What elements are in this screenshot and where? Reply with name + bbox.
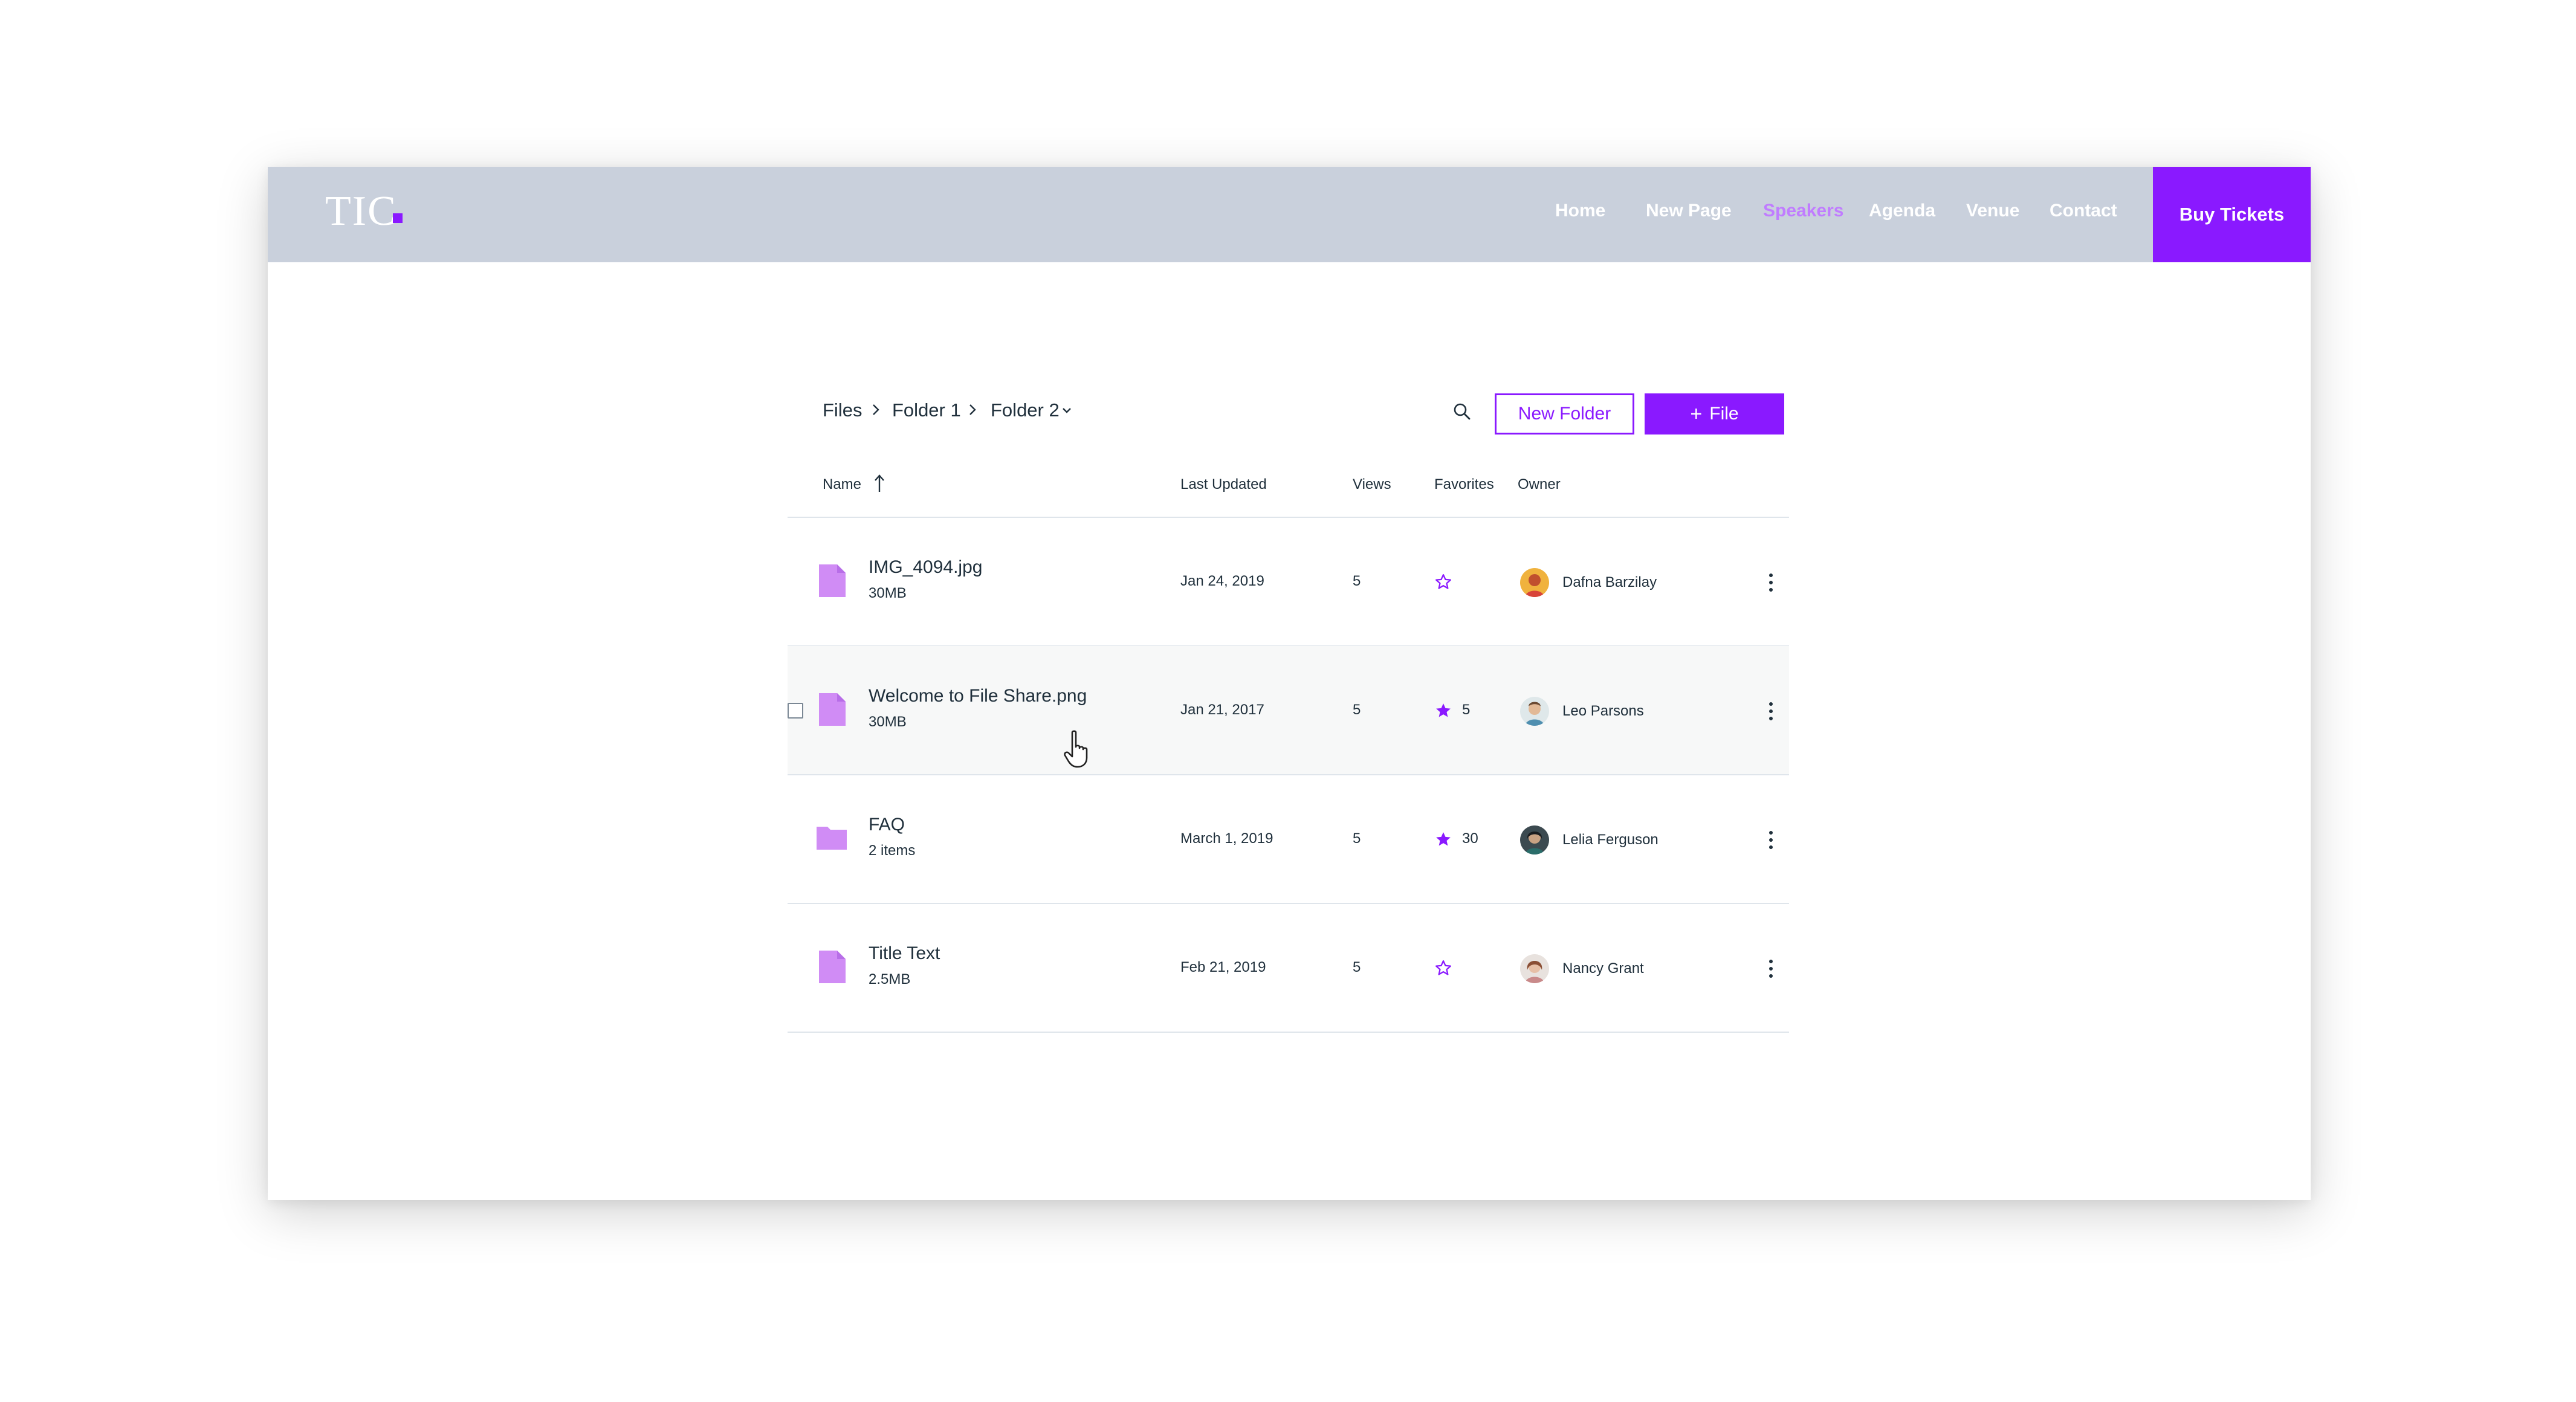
nav-speakers[interactable]: Speakers	[1763, 201, 1844, 221]
divider	[788, 774, 1789, 775]
table-row[interactable]: Title Text 2.5MB Feb 21, 2019 5 Nancy Gr…	[788, 903, 1789, 1032]
file-icon	[819, 951, 846, 983]
chevron-right-icon	[873, 404, 879, 415]
breadcrumb-files[interactable]: Files	[823, 399, 862, 421]
add-file-button[interactable]: + File	[1645, 393, 1784, 434]
divider	[788, 1032, 1789, 1033]
table-row[interactable]: IMG_4094.jpg 30MB Jan 24, 2019 5 Dafna B…	[788, 517, 1789, 645]
file-name[interactable]: Title Text	[869, 943, 940, 963]
column-header-last-updated[interactable]: Last Updated	[1180, 476, 1267, 493]
file-size: 30MB	[869, 714, 907, 730]
file-size: 30MB	[869, 585, 907, 601]
chevron-down-icon[interactable]	[1060, 404, 1073, 417]
new-folder-button[interactable]: New Folder	[1495, 393, 1634, 434]
avatar	[1520, 697, 1549, 726]
column-header-views[interactable]: Views	[1353, 476, 1391, 493]
last-updated: Feb 21, 2019	[1180, 959, 1266, 975]
last-updated: Jan 21, 2017	[1180, 702, 1264, 718]
table-row[interactable]: FAQ 2 items March 1, 2019 5 30 Lelia Fer…	[788, 775, 1789, 903]
hand-pointer-icon	[1064, 730, 1088, 768]
nav-agenda[interactable]: Agenda	[1869, 201, 1936, 221]
avatar	[1520, 954, 1549, 983]
chevron-right-icon	[969, 404, 976, 415]
last-updated: Jan 24, 2019	[1180, 573, 1264, 589]
sort-ascending-icon[interactable]	[873, 474, 885, 493]
nav-venue[interactable]: Venue	[1966, 201, 2020, 221]
browser-window: TIC Home New Page Speakers Agenda Venue …	[268, 167, 2311, 1200]
add-file-label: File	[1709, 404, 1739, 424]
nav-new-page[interactable]: New Page	[1646, 201, 1732, 221]
star-filled-icon[interactable]	[1434, 702, 1452, 720]
plus-icon: +	[1690, 402, 1703, 425]
star-outline-icon[interactable]	[1434, 959, 1452, 977]
site-header: TIC Home New Page Speakers Agenda Venue …	[268, 167, 2311, 262]
more-options-icon[interactable]	[1767, 699, 1775, 723]
more-options-icon[interactable]	[1767, 957, 1775, 981]
buy-tickets-button[interactable]: Buy Tickets	[2153, 167, 2311, 262]
file-name[interactable]: IMG_4094.jpg	[869, 557, 983, 577]
logo-dot	[393, 213, 403, 223]
owner-name: Nancy Grant	[1562, 960, 1644, 977]
table-row[interactable]: Welcome to File Share.png 30MB Jan 21, 2…	[788, 646, 1789, 774]
breadcrumb-folder-2[interactable]: Folder 2	[991, 399, 1060, 421]
nav-contact[interactable]: Contact	[2050, 201, 2117, 221]
divider	[788, 517, 1789, 518]
file-size: 2.5MB	[869, 971, 911, 987]
site-nav: Home New Page Speakers Agenda Venue Cont…	[268, 167, 2311, 262]
favorites-count: 30	[1462, 830, 1478, 847]
avatar	[1520, 568, 1549, 597]
file-name[interactable]: Welcome to File Share.png	[869, 686, 1087, 706]
nav-home[interactable]: Home	[1555, 201, 1606, 221]
row-checkbox[interactable]	[788, 703, 803, 719]
file-icon	[819, 693, 846, 726]
star-outline-icon[interactable]	[1434, 573, 1452, 591]
more-options-icon[interactable]	[1767, 828, 1775, 852]
views-count: 5	[1353, 830, 1361, 847]
site-logo[interactable]: TIC	[325, 188, 397, 234]
file-icon	[819, 564, 846, 597]
owner-name: Leo Parsons	[1562, 703, 1644, 719]
views-count: 5	[1353, 959, 1361, 975]
column-header-name[interactable]: Name	[823, 476, 862, 493]
more-options-icon[interactable]	[1767, 570, 1775, 595]
views-count: 5	[1353, 573, 1361, 589]
folder-icon	[817, 827, 847, 850]
owner-name: Lelia Ferguson	[1562, 832, 1659, 848]
avatar	[1520, 825, 1549, 854]
favorites-count: 5	[1462, 702, 1471, 718]
owner-name: Dafna Barzilay	[1562, 574, 1657, 590]
last-updated: March 1, 2019	[1180, 830, 1273, 847]
folder-name[interactable]: FAQ	[869, 815, 905, 835]
column-header-owner[interactable]: Owner	[1518, 476, 1561, 493]
divider	[788, 903, 1789, 904]
views-count: 5	[1353, 702, 1361, 718]
search-icon[interactable]	[1452, 402, 1472, 421]
star-filled-icon[interactable]	[1434, 830, 1452, 848]
breadcrumb-folder-1[interactable]: Folder 1	[892, 399, 961, 421]
item-count: 2 items	[869, 842, 916, 859]
column-header-favorites[interactable]: Favorites	[1434, 476, 1494, 493]
